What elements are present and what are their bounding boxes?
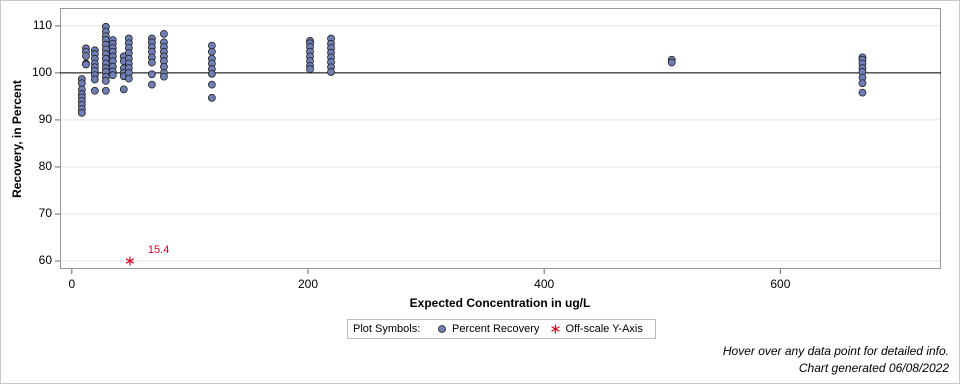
data-point [147,80,156,89]
x-tick-label: 600 [770,277,790,291]
data-point [327,68,335,76]
legend-symbol [438,325,446,333]
legend-label: Off-scale Y-Axis [565,323,643,335]
x-tick-label: 0 [68,277,75,291]
data-point [77,108,86,117]
legend-label: Percent Recovery [452,323,540,335]
legend-title: Plot Symbols: [353,323,420,335]
data-point [119,85,128,94]
plot-frame [60,8,941,269]
data-point [108,71,117,80]
data-point [160,72,168,81]
data-point [207,80,216,89]
data-point [306,65,314,74]
data-point [147,70,156,79]
data-point [858,88,867,97]
data-point [90,86,99,95]
data-point [667,58,676,67]
data-point [101,76,110,85]
data-point [125,256,135,266]
data-point [82,60,90,69]
legend-symbol [551,324,560,334]
data-point [82,52,90,60]
y-tick-label: 80 [39,159,53,173]
data-point [147,58,156,67]
x-tick-label: 200 [298,277,318,291]
y-tick-label: 110 [33,18,52,32]
data-point [207,69,216,78]
y-tick-label: 70 [39,206,53,220]
y-tick-label: 90 [39,112,53,126]
footer-date: Chart generated 06/08/2022 [799,361,949,375]
x-axis-label: Expected Concentration in ug/L [410,296,591,310]
data-point [90,75,99,84]
data-point [124,74,133,83]
data-point [207,47,216,56]
y-axis-label: Recovery, in Percent [10,80,24,198]
footer-note: Hover over any data point for detailed i… [723,344,949,358]
data-point [101,86,110,95]
data-point [858,79,867,88]
y-tick-label: 100 [32,65,52,79]
legend-box [347,319,656,339]
y-tick-label: 60 [39,253,53,267]
off-scale-label: 15.4 [148,244,169,256]
x-tick-label: 400 [534,277,554,291]
data-point [207,93,216,102]
data-point [160,29,168,38]
